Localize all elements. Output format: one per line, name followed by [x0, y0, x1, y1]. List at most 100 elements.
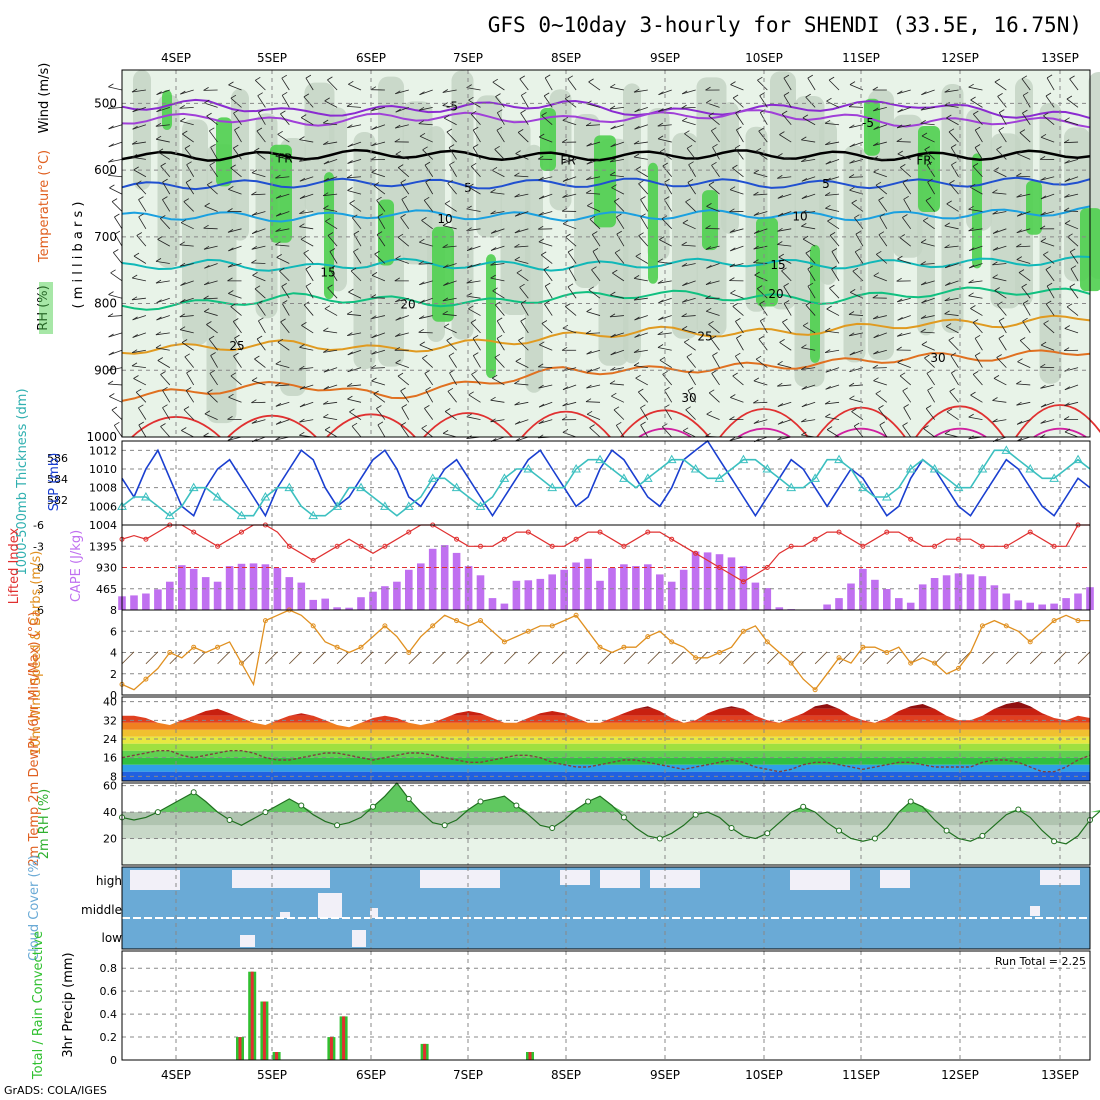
wind-barb-flag	[730, 247, 736, 252]
wind-barb-flag	[491, 374, 498, 379]
wind-barb	[107, 383, 123, 386]
wind-barb-flag	[682, 427, 689, 432]
wind-barb-flag	[155, 122, 162, 127]
wind-barb	[114, 216, 123, 230]
wind-barb-flag	[371, 377, 377, 382]
li-point	[693, 550, 699, 556]
wind-barb-flag	[520, 317, 526, 322]
wind-barb	[586, 141, 601, 147]
wind-barb	[323, 416, 338, 421]
wind-barb	[755, 358, 768, 368]
surface-wind-barb	[217, 651, 230, 665]
wind-barb-flag	[801, 210, 807, 214]
cape-bar	[249, 563, 258, 610]
wind-barb-flag	[448, 144, 455, 148]
wind-barb	[878, 199, 888, 212]
wind-barb-flag	[131, 296, 138, 301]
wind-barb-flag	[586, 176, 592, 181]
wind-barb	[1045, 303, 1055, 316]
wind-barb	[346, 106, 362, 108]
wind-barb	[305, 285, 314, 299]
wind-barb	[112, 252, 123, 264]
wind-barb-flag	[419, 238, 425, 243]
date-label: 10SEP	[745, 1068, 783, 1082]
wind-barb	[664, 390, 673, 403]
wind-barb	[851, 202, 864, 212]
wind-barb	[395, 258, 409, 264]
wind-barb-flag	[831, 248, 838, 252]
cape-bar	[847, 583, 855, 610]
wind-barb	[1017, 153, 1031, 160]
wind-barb	[204, 263, 218, 269]
wind-barb	[108, 141, 123, 148]
wind-barb	[873, 141, 887, 146]
wind-barb	[204, 311, 218, 316]
wind-barb-flag	[132, 316, 138, 321]
wind-barb	[897, 297, 911, 303]
wind-barb-flag	[179, 241, 186, 246]
wind-barb	[541, 115, 553, 126]
wind-barb-flag	[1018, 269, 1025, 273]
wind-barb-flag	[1070, 265, 1077, 270]
rh-point	[298, 802, 305, 809]
wind-barb-flag	[275, 241, 281, 246]
wind-barb	[347, 124, 362, 129]
wind-barb-flag	[801, 195, 808, 199]
wind-barb-flag	[299, 344, 305, 348]
cape-bar	[178, 565, 186, 610]
cape-bar	[201, 577, 210, 610]
cape-bar	[381, 586, 389, 610]
wind-barb	[204, 205, 218, 212]
wind-barb-flag	[825, 141, 831, 146]
wind-barb-flag	[138, 421, 145, 426]
wind-barb-flag	[419, 281, 425, 286]
precip-convective-bar	[238, 1037, 242, 1060]
wind-barb-flag	[472, 144, 479, 148]
wind-barb-flag	[449, 161, 455, 166]
wind-barb	[281, 303, 290, 316]
wind-barb-flag	[854, 214, 860, 219]
surface-wind-barb	[360, 651, 374, 665]
wind-barb-flag	[686, 144, 693, 149]
wind-barb	[591, 234, 601, 247]
wind-barb	[992, 400, 1007, 403]
wind-barb-flag	[276, 254, 282, 258]
rh-point	[513, 802, 520, 809]
wind-barb-flag	[729, 186, 736, 191]
wind-barb-flag	[251, 245, 258, 250]
wind-barb	[162, 181, 171, 195]
date-label: 7SEP	[453, 1068, 483, 1082]
wind-barb-flag	[543, 92, 550, 97]
wind-barb	[179, 263, 194, 267]
wind-barb	[156, 138, 170, 143]
wind-barb-flag	[849, 289, 856, 293]
wind-barb	[968, 208, 983, 212]
wind-barb-flag	[567, 75, 574, 80]
wind-barb	[1022, 95, 1031, 108]
wind-barb	[729, 263, 744, 268]
wind-barb-flag	[183, 406, 190, 410]
wind-barb	[801, 211, 816, 214]
wind-barb-flag	[567, 283, 574, 288]
wind-barb-flag	[138, 213, 144, 218]
wind-barb-flag	[1064, 220, 1071, 224]
wind-barb-flag	[394, 138, 401, 143]
pressure-tick-label: 500	[94, 96, 117, 110]
wind-barb-flag	[110, 269, 116, 274]
wind-barb-flag	[514, 380, 520, 384]
wind-barb-flag	[682, 282, 688, 286]
wind-barb-flag	[657, 122, 664, 127]
wind-barb	[609, 315, 624, 318]
wind-barb-flag	[896, 277, 902, 282]
wind-barb-flag	[681, 298, 688, 303]
rh-field	[721, 102, 739, 235]
cape-bar	[189, 568, 198, 610]
li-tick-label: 3	[37, 583, 44, 596]
wind-barb	[541, 323, 553, 334]
cloud-gap	[318, 893, 342, 918]
wind-barb	[825, 384, 840, 390]
wind-barb	[395, 153, 409, 160]
wind-barb	[949, 391, 959, 403]
wind-barb-flag	[968, 413, 974, 418]
wind-barb-flag	[897, 359, 903, 363]
